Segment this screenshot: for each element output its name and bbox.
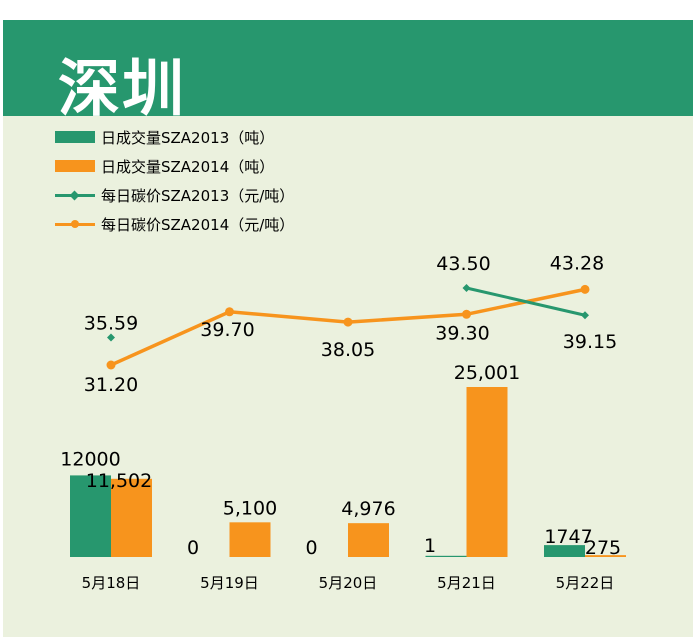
data-label-price-2014-2: 39.70 [200, 319, 254, 341]
bar-volume-2013-1 [70, 475, 111, 557]
legend-swatch-volume-2014 [55, 160, 95, 172]
data-label-volume-2014-4: 25,001 [454, 362, 520, 384]
bar-volume-2014-5 [585, 555, 626, 557]
data-label-volume-2014-3: 4,976 [341, 498, 395, 520]
legend-label-volume-2014: 日成交量SZA2014（吨） [101, 157, 275, 176]
data-label-volume-2014-5: 275 [585, 537, 621, 559]
marker-price-2013-4 [462, 284, 471, 292]
legend-item-volume-2014: 日成交量SZA2014（吨） [55, 155, 274, 177]
data-label-price-2013-5: 39.15 [563, 331, 617, 353]
marker-price-2014-2 [225, 307, 234, 317]
x-tick-label-4: 5月21日 [437, 574, 496, 592]
data-label-price-2014-5: 43.28 [550, 252, 604, 274]
data-label-price-2013-1: 35.59 [84, 313, 138, 335]
x-tick-label-2: 5月19日 [200, 574, 259, 592]
data-label-volume-2014-2: 5,100 [223, 497, 277, 519]
title-banner: 深圳 [3, 20, 693, 125]
legend-line-price-2013 [55, 189, 95, 201]
data-label-volume-2013-2: 0 [187, 537, 199, 559]
data-label-price-2014-4: 39.30 [435, 322, 489, 344]
bar-volume-2014-1 [111, 478, 152, 557]
marker-price-2014-1 [106, 360, 116, 370]
legend-item-price-2014: 每日碳价SZA2014（元/吨） [55, 213, 294, 235]
legend-swatch-volume-2013 [55, 131, 95, 143]
legend-line-price-2014 [55, 218, 95, 230]
legend-label-price-2014: 每日碳价SZA2014（元/吨） [101, 215, 295, 234]
bar-volume-2013-5 [544, 545, 585, 557]
marker-price-2013-5 [581, 311, 589, 320]
x-tick-label-3: 5月20日 [319, 574, 378, 592]
marker-price-2014-5 [580, 284, 590, 294]
chart-title: 深圳 [58, 52, 187, 125]
line-price-2013-seg-4 [466, 286, 586, 317]
marker-price-2014-4 [462, 309, 471, 319]
data-label-price-2013-4: 43.50 [436, 253, 490, 275]
bar-volume-2014-3 [348, 523, 389, 557]
data-label-volume-2013-1: 12000 [60, 448, 120, 470]
bar-volume-2014-4 [466, 387, 508, 557]
data-label-volume-2013-5: 1747 [544, 526, 592, 548]
data-label-volume-2013-3: 0 [305, 537, 317, 559]
marker-price-2014-3 [343, 317, 353, 327]
legend-item-volume-2013: 日成交量SZA2013（吨） [55, 126, 274, 148]
data-label-volume-2013-4: 1 [424, 535, 436, 557]
x-tick-label-5: 5月22日 [556, 574, 615, 592]
data-label-price-2014-3: 38.05 [321, 339, 375, 361]
x-tick-label-1: 5月18日 [82, 574, 141, 592]
bar-volume-2014-2 [229, 522, 271, 557]
data-label-price-2014-1: 31.20 [84, 374, 138, 396]
marker-price-2013-1 [107, 333, 115, 342]
data-label-volume-2014-1: 11,502 [86, 470, 152, 492]
legend-label-price-2013: 每日碳价SZA2013（元/吨） [101, 186, 295, 205]
legend-item-price-2013: 每日碳价SZA2013（元/吨） [55, 184, 294, 206]
bar-volume-2013-4 [425, 555, 467, 557]
legend-label-volume-2013: 日成交量SZA2013（吨） [101, 128, 275, 147]
